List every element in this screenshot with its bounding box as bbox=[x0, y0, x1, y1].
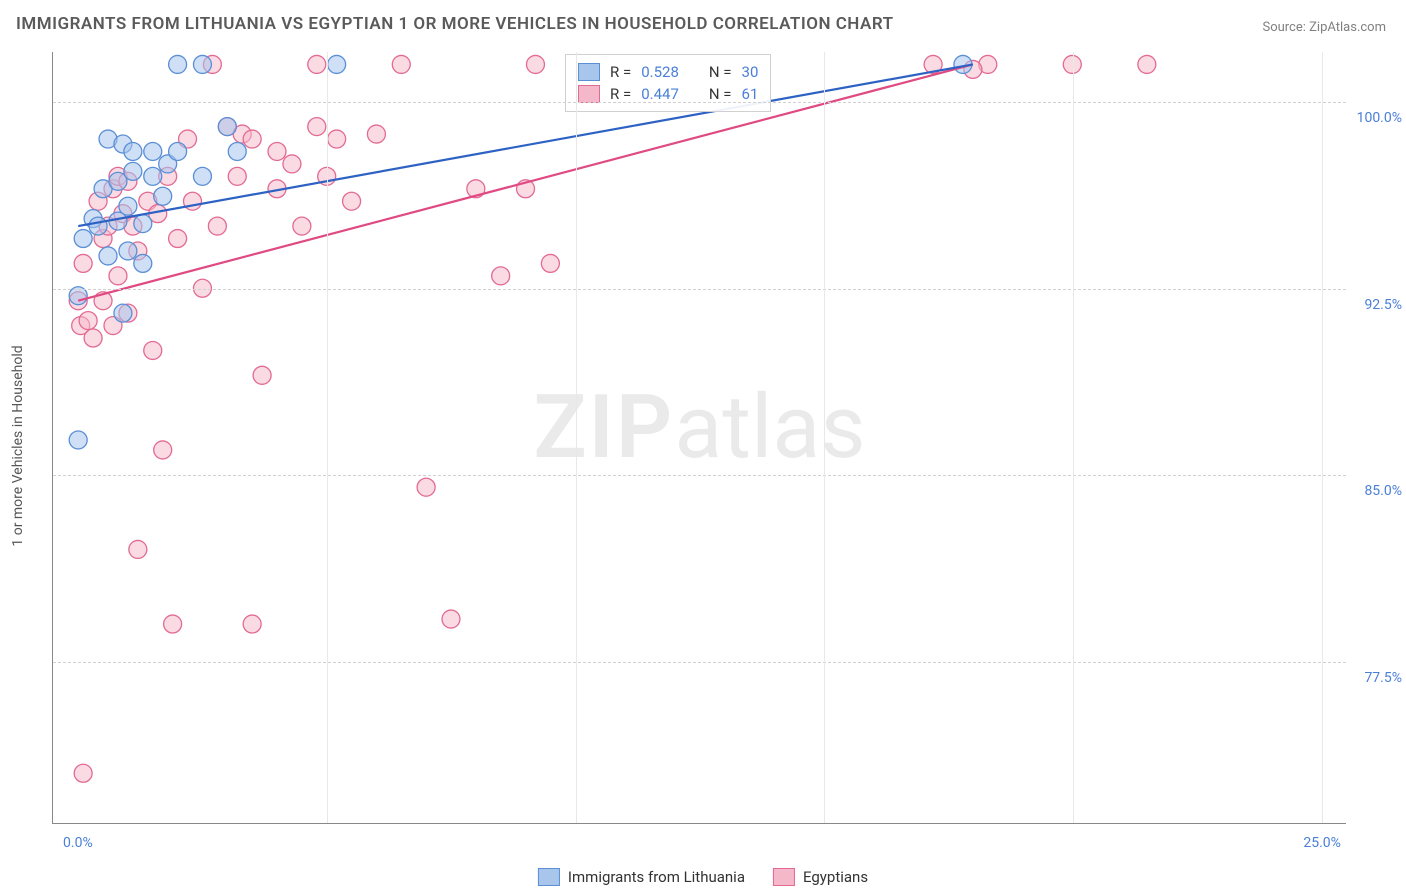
scatter-point-lithuania bbox=[144, 142, 162, 160]
scatter-point-egyptians bbox=[492, 267, 510, 285]
scatter-point-lithuania bbox=[124, 142, 142, 160]
scatter-point-egyptians bbox=[293, 217, 311, 235]
scatter-svg bbox=[53, 52, 1346, 823]
swatch-egyptians bbox=[578, 85, 600, 103]
scatter-point-egyptians bbox=[308, 118, 326, 136]
scatter-point-lithuania bbox=[124, 162, 142, 180]
swatch-lithuania-bottom bbox=[538, 868, 560, 886]
grid-v bbox=[576, 52, 577, 823]
x-tick-label: 0.0% bbox=[63, 835, 93, 851]
legend-item-lithuania: Immigrants from Lithuania bbox=[538, 868, 745, 886]
scatter-point-lithuania bbox=[193, 55, 211, 73]
scatter-point-egyptians bbox=[228, 167, 246, 185]
scatter-point-egyptians bbox=[253, 366, 271, 384]
scatter-point-egyptians bbox=[243, 130, 261, 148]
scatter-point-egyptians bbox=[328, 130, 346, 148]
scatter-point-egyptians bbox=[74, 764, 92, 782]
series-label-lithuania: Immigrants from Lithuania bbox=[568, 868, 745, 886]
grid-v bbox=[1322, 52, 1323, 823]
scatter-point-lithuania bbox=[134, 215, 152, 233]
scatter-point-egyptians bbox=[541, 254, 559, 272]
n-label: N = bbox=[709, 85, 732, 103]
r-value-lithuania: 0.528 bbox=[641, 63, 679, 81]
legend-item-egyptians: Egyptians bbox=[773, 868, 868, 886]
scatter-point-lithuania bbox=[119, 197, 137, 215]
grid-h bbox=[53, 102, 1346, 103]
scatter-point-egyptians bbox=[283, 155, 301, 173]
y-tick-label: 92.5% bbox=[1352, 297, 1402, 313]
scatter-point-egyptians bbox=[526, 55, 544, 73]
correlation-legend: R = 0.528 N = 30 R = 0.447 N = 61 bbox=[565, 54, 771, 112]
y-axis-label: 1 or more Vehicles in Household bbox=[10, 345, 26, 546]
scatter-point-egyptians bbox=[79, 312, 97, 330]
n-value-egyptians: 61 bbox=[742, 85, 759, 103]
scatter-point-egyptians bbox=[442, 610, 460, 628]
scatter-point-egyptians bbox=[109, 267, 127, 285]
scatter-point-egyptians bbox=[154, 441, 172, 459]
scatter-point-egyptians bbox=[169, 230, 187, 248]
grid-h bbox=[53, 662, 1346, 663]
trend-line-lithuania bbox=[78, 64, 973, 226]
legend-row-lithuania: R = 0.528 N = 30 bbox=[578, 61, 758, 83]
grid-v bbox=[824, 52, 825, 823]
scatter-point-lithuania bbox=[154, 187, 172, 205]
scatter-point-lithuania bbox=[134, 254, 152, 272]
scatter-point-lithuania bbox=[89, 217, 107, 235]
scatter-point-lithuania bbox=[99, 247, 117, 265]
scatter-point-lithuania bbox=[114, 304, 132, 322]
r-label: R = bbox=[610, 85, 631, 103]
y-tick-label: 100.0% bbox=[1352, 110, 1402, 126]
x-tick-label: 25.0% bbox=[1303, 835, 1341, 851]
scatter-point-egyptians bbox=[129, 540, 147, 558]
scatter-point-lithuania bbox=[193, 167, 211, 185]
scatter-point-egyptians bbox=[243, 615, 261, 633]
scatter-point-egyptians bbox=[367, 125, 385, 143]
scatter-point-egyptians bbox=[1138, 55, 1156, 73]
n-label: N = bbox=[709, 63, 732, 81]
scatter-point-egyptians bbox=[144, 341, 162, 359]
scatter-point-lithuania bbox=[328, 55, 346, 73]
scatter-point-lithuania bbox=[74, 230, 92, 248]
r-label: R = bbox=[610, 63, 631, 81]
scatter-point-lithuania bbox=[228, 142, 246, 160]
scatter-point-egyptians bbox=[164, 615, 182, 633]
y-tick-label: 85.0% bbox=[1352, 483, 1402, 499]
scatter-point-lithuania bbox=[218, 118, 236, 136]
plot-area: ZIPatlas R = 0.528 N = 30 R = 0.447 N = … bbox=[52, 52, 1346, 824]
scatter-point-egyptians bbox=[417, 478, 435, 496]
grid-v bbox=[1073, 52, 1074, 823]
grid-h bbox=[53, 475, 1346, 476]
scatter-point-egyptians bbox=[208, 217, 226, 235]
scatter-point-egyptians bbox=[74, 254, 92, 272]
scatter-point-lithuania bbox=[169, 142, 187, 160]
scatter-point-lithuania bbox=[69, 431, 87, 449]
y-tick-label: 77.5% bbox=[1352, 670, 1402, 686]
scatter-point-lithuania bbox=[169, 55, 187, 73]
scatter-point-lithuania bbox=[119, 242, 137, 260]
swatch-egyptians-bottom bbox=[773, 868, 795, 886]
r-value-egyptians: 0.447 bbox=[641, 85, 679, 103]
scatter-point-lithuania bbox=[144, 167, 162, 185]
swatch-lithuania bbox=[578, 63, 600, 81]
grid-v bbox=[327, 52, 328, 823]
source-label: Source: ZipAtlas.com bbox=[1262, 20, 1386, 35]
scatter-point-egyptians bbox=[308, 55, 326, 73]
n-value-lithuania: 30 bbox=[742, 63, 759, 81]
trend-line-egyptians bbox=[78, 64, 973, 300]
scatter-point-egyptians bbox=[84, 329, 102, 347]
chart-title: IMMIGRANTS FROM LITHUANIA VS EGYPTIAN 1 … bbox=[16, 14, 894, 34]
scatter-point-egyptians bbox=[392, 55, 410, 73]
bottom-legend: Immigrants from Lithuania Egyptians bbox=[538, 868, 868, 886]
scatter-point-egyptians bbox=[268, 142, 286, 160]
scatter-point-egyptians bbox=[343, 192, 361, 210]
grid-h bbox=[53, 289, 1346, 290]
series-label-egyptians: Egyptians bbox=[803, 868, 868, 886]
